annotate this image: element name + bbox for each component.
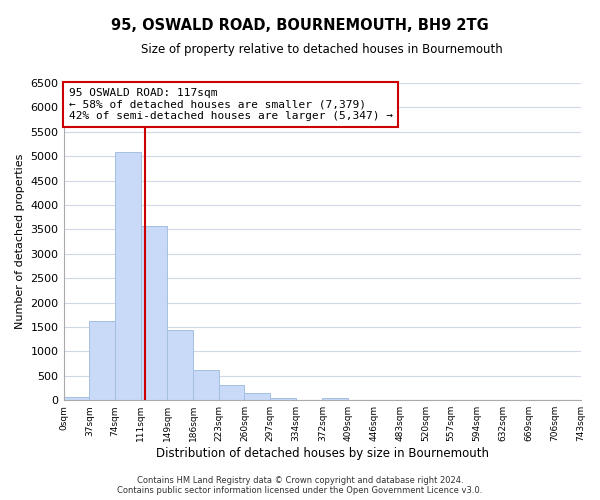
Bar: [64, 396, 89, 400]
Bar: [141, 226, 167, 400]
Y-axis label: Number of detached properties: Number of detached properties: [15, 154, 25, 330]
Title: Size of property relative to detached houses in Bournemouth: Size of property relative to detached ho…: [141, 42, 503, 56]
Bar: [218, 385, 244, 400]
Text: 95 OSWALD ROAD: 117sqm
← 58% of detached houses are smaller (7,379)
42% of semi-: 95 OSWALD ROAD: 117sqm ← 58% of detached…: [69, 88, 393, 121]
Bar: [115, 152, 141, 400]
Bar: [167, 330, 193, 400]
Text: 95, OSWALD ROAD, BOURNEMOUTH, BH9 2TG: 95, OSWALD ROAD, BOURNEMOUTH, BH9 2TG: [111, 18, 489, 32]
Bar: [244, 392, 270, 400]
Bar: [322, 398, 348, 400]
Bar: [193, 370, 218, 400]
Bar: [89, 320, 115, 400]
Text: Contains HM Land Registry data © Crown copyright and database right 2024.
Contai: Contains HM Land Registry data © Crown c…: [118, 476, 482, 495]
Bar: [270, 398, 296, 400]
X-axis label: Distribution of detached houses by size in Bournemouth: Distribution of detached houses by size …: [155, 447, 488, 460]
